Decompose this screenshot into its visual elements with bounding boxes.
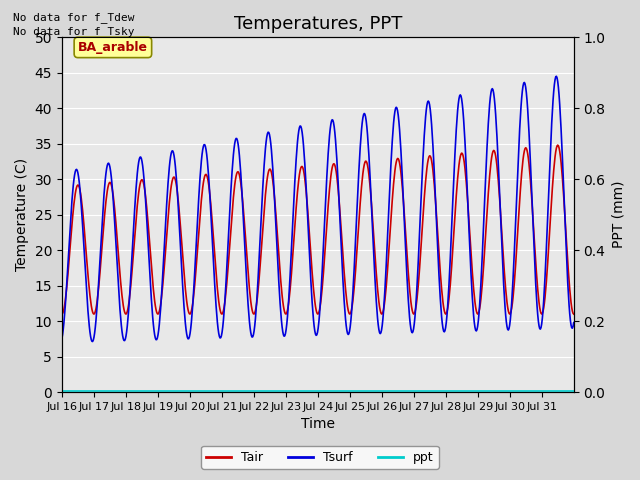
Line: Tsurf: Tsurf <box>62 76 573 341</box>
Text: BA_arable: BA_arable <box>78 41 148 54</box>
ppt <box>58 388 66 394</box>
ppt <box>212 388 220 394</box>
Tsurf <box>58 336 66 342</box>
Tsurf <box>119 333 127 338</box>
Title: Temperatures, PPT: Temperatures, PPT <box>234 15 402 33</box>
X-axis label: Time: Time <box>301 418 335 432</box>
Y-axis label: PPT (mm): PPT (mm) <box>611 181 625 249</box>
Tsurf <box>238 192 246 198</box>
ppt <box>570 388 577 394</box>
Text: No data for f_Tsky: No data for f_Tsky <box>13 26 134 37</box>
Tair <box>399 191 407 197</box>
Y-axis label: Temperature (C): Temperature (C) <box>15 158 29 271</box>
Tsurf <box>570 320 577 325</box>
Tsurf <box>400 201 408 207</box>
ppt <box>118 388 126 394</box>
Tair <box>237 185 245 191</box>
Text: No data for f_Tdew: No data for f_Tdew <box>13 12 134 23</box>
Tsurf <box>552 73 560 79</box>
Tsurf <box>257 210 265 216</box>
Tair <box>371 240 378 246</box>
Tsurf <box>371 274 379 280</box>
Tsurf <box>89 338 97 344</box>
Tair <box>570 311 577 317</box>
ppt <box>237 388 245 394</box>
Tair <box>212 270 220 276</box>
Line: Tair: Tair <box>62 145 573 314</box>
ppt <box>399 388 407 394</box>
Tair <box>58 311 66 317</box>
ppt <box>371 388 378 394</box>
Tsurf <box>213 312 221 317</box>
Tair <box>118 292 126 298</box>
Tair <box>257 254 264 260</box>
Tair <box>554 142 561 148</box>
Legend: Tair, Tsurf, ppt: Tair, Tsurf, ppt <box>202 446 438 469</box>
ppt <box>257 388 264 394</box>
